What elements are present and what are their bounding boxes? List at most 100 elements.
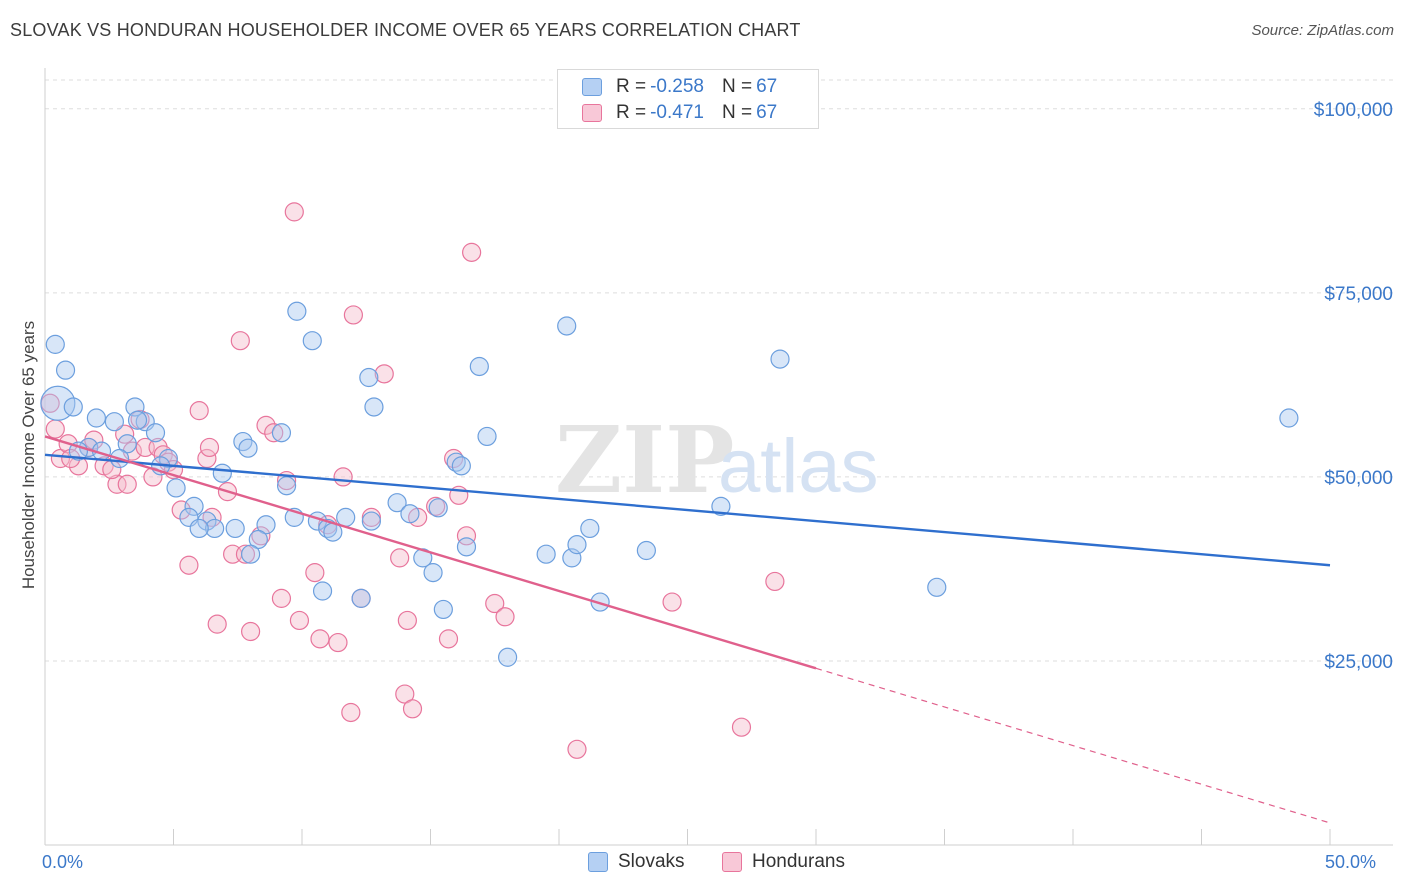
trend-line-hondurans: [44, 435, 817, 670]
slovaks-point: [312, 581, 333, 601]
y-tick-label: $25,000: [1324, 652, 1393, 673]
legend-n-value: 67: [756, 102, 778, 123]
slovaks-point: [145, 423, 166, 443]
legend-r-label: R =: [616, 102, 647, 123]
legend-n-value: 67: [756, 76, 778, 97]
slovaks-point: [241, 544, 261, 564]
slovaks-point: [271, 423, 292, 443]
slovaks-point: [536, 544, 556, 564]
slovaks-point: [86, 408, 107, 428]
y-tick-labels: $25,000 $50,000 $75,000 $100,000: [1314, 100, 1393, 673]
hondurans-point: [662, 592, 682, 612]
slovaks-point: [63, 397, 83, 417]
hondurans-point: [171, 500, 191, 520]
hondurans-point: [45, 419, 65, 439]
hondurans-point: [444, 448, 464, 469]
slovaks-point: [361, 511, 381, 531]
hondurans-point: [256, 415, 276, 435]
slovaks-point: [567, 535, 587, 555]
slovaks-point: [256, 515, 276, 535]
hondurans-point: [50, 448, 71, 469]
legend-swatch-pink: [722, 852, 742, 872]
slovaks-point: [446, 452, 466, 472]
y-tick-label: $100,000: [1314, 100, 1393, 121]
slovaks-point: [166, 478, 186, 498]
legend-series-name: Hondurans: [752, 851, 845, 872]
hondurans-point: [199, 437, 220, 458]
legend-swatch-blue: [588, 852, 608, 872]
legend-r-value: -0.258: [650, 76, 704, 97]
slovaks-point: [302, 331, 322, 351]
hondurans-point: [390, 548, 410, 568]
legend-n-label: N =: [721, 76, 753, 97]
legend-r-value: -0.471: [650, 102, 704, 123]
hondurans-point: [207, 614, 227, 634]
legend-swatch-blue: [582, 78, 602, 96]
correlation-legend: R = -0.258 N = 67 R = -0.471 N = 67: [557, 69, 819, 129]
slovaks-point: [45, 334, 65, 354]
slovaks-point: [205, 518, 225, 539]
slovaks-point: [351, 588, 371, 608]
watermark: ZIP atlas: [555, 406, 879, 514]
slovaks-point: [927, 577, 947, 597]
chart-title: SLOVAK VS HONDURAN HOUSEHOLDER INCOME OV…: [10, 20, 801, 40]
slovaks-point: [456, 537, 477, 557]
slovaks-point: [276, 476, 297, 496]
slovaks-point: [336, 507, 356, 527]
trend-line-hondurans: [815, 667, 1331, 824]
slovaks-point: [770, 349, 790, 369]
y-tick-label: $50,000: [1324, 468, 1393, 489]
slovaks-points: [40, 301, 1299, 667]
slovaks-point: [636, 540, 656, 561]
hondurans-point: [456, 526, 477, 546]
slovaks-point: [387, 493, 407, 513]
x-tick-label-max: 50.0%: [1325, 852, 1377, 872]
hondurans-point: [462, 242, 482, 262]
slovaks-point: [433, 599, 453, 620]
hondurans-point: [341, 702, 361, 723]
hondurans-point: [485, 593, 505, 614]
slovaks-point: [238, 438, 258, 458]
slovaks-point: [359, 367, 379, 388]
slovaks-point: [1279, 408, 1299, 428]
slovaks-point: [197, 511, 217, 531]
hondurans-point: [251, 526, 271, 546]
hondurans-point: [333, 467, 353, 487]
slovaks-point: [477, 426, 497, 447]
hondurans-point: [402, 699, 423, 719]
slovaks-point: [55, 360, 76, 380]
slovaks-point: [233, 431, 253, 452]
slovaks-point: [212, 463, 232, 483]
slovaks-point: [225, 518, 245, 539]
watermark-atlas: atlas: [718, 424, 879, 509]
hondurans-point: [438, 629, 459, 649]
slovaks-point: [400, 504, 420, 524]
hondurans-point: [567, 739, 587, 759]
hondurans-point: [310, 629, 330, 649]
legend-r-label: R =: [616, 76, 647, 97]
hondurans-point: [305, 563, 325, 583]
legend-n-label: N =: [721, 102, 753, 123]
slovaks-point: [189, 518, 209, 539]
slovaks-point: [423, 563, 443, 583]
hondurans-point: [731, 717, 752, 737]
x-tick-label-min: 0.0%: [42, 852, 84, 872]
hondurans-point: [179, 555, 199, 575]
slovaks-point: [248, 529, 268, 550]
hondurans-point: [397, 610, 417, 631]
trend-line-slovaks: [44, 453, 1331, 567]
hondurans-point: [765, 571, 785, 592]
slovaks-point: [158, 448, 178, 469]
hondurans-point: [495, 607, 515, 627]
slovaks-point: [127, 410, 148, 430]
hondurans-point: [328, 632, 348, 653]
hondurans-point: [264, 423, 284, 443]
slovaks-point: [184, 496, 204, 516]
legend-swatch-pink: [582, 104, 602, 122]
slovaks-point: [590, 592, 610, 612]
slovaks-point: [711, 496, 731, 516]
hondurans-point: [230, 331, 250, 351]
slovaks-point: [469, 356, 489, 377]
slovaks-point: [104, 412, 124, 432]
